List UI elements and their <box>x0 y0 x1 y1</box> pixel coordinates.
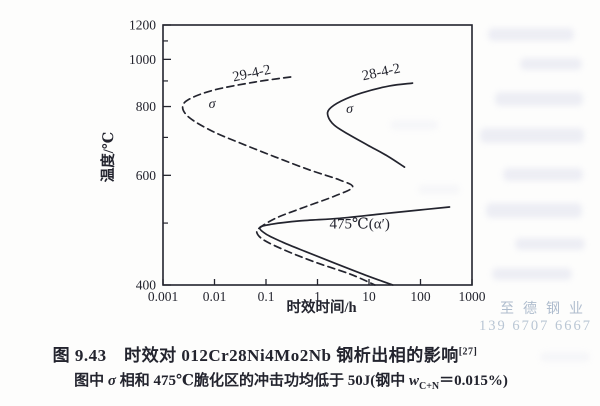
bleed-blob <box>520 58 582 70</box>
figure-caption: 图 9.43 时效对 012Cr28Ni4Mo2Nb 钢析出相的影响[27] <box>0 341 530 366</box>
bleed-blob <box>495 92 583 106</box>
bleed-blob <box>480 128 584 143</box>
bleed-blob <box>418 185 460 194</box>
figure-reference: [27] <box>458 346 478 358</box>
curve-29-4-2 <box>181 76 376 286</box>
watermark-phone: 139 6707 6667 <box>479 318 592 334</box>
y-axis-title: 温度/℃ <box>99 132 117 182</box>
bleed-blob <box>390 120 438 130</box>
ttt-chart: 0.001 0.01 0.1 1 10 100 1000 1200 1000 800 600 400 时… <box>99 18 486 317</box>
plot-border <box>162 24 473 286</box>
note-w-symbol: w <box>408 373 419 389</box>
figure-note: 图中 σ 相和 475℃脆化区的冲击功均低于 50J(钢中 wC+N＝0.015… <box>0 369 582 392</box>
x-tick-label: 0.1 <box>258 289 275 304</box>
bleed-blob <box>486 203 582 218</box>
annotation-sigma-dashed: σ <box>209 97 217 112</box>
bleed-blob <box>540 352 590 362</box>
x-tick-label: 0.01 <box>203 289 227 304</box>
x-tick-label: 1000 <box>459 289 486 304</box>
x-axis-title: 时效时间/h <box>286 298 356 316</box>
curve-475-alpha-prime <box>258 206 451 286</box>
annotation-label-29-4-2: 29-4-2 <box>231 62 272 86</box>
annotation-label-475: 475℃(α′) <box>329 217 389 233</box>
watermark: 至德钢业 139 6707 6667 <box>479 301 592 335</box>
y-tick-label: 600 <box>136 168 157 183</box>
note-post: ＝0.015%) <box>439 373 508 389</box>
note-subscript: C+N <box>418 381 440 392</box>
y-tick-label: 1000 <box>129 52 156 67</box>
figure-caption-text: 图 9.43 时效对 012Cr28Ni4Mo2Nb 钢析出相的影响 <box>52 346 459 365</box>
y-tick-label: 800 <box>136 99 157 114</box>
x-tick-label: 0.001 <box>148 289 178 304</box>
annotation-label-28-4-2: 28-4-2 <box>361 61 402 85</box>
x-tick-label: 100 <box>410 289 431 304</box>
note-mid: 相和 475℃脆化区的冲击功均低于 50J(钢中 <box>115 373 409 389</box>
y-tick-label: 1200 <box>129 18 156 33</box>
watermark-company: 至德钢业 <box>500 302 592 317</box>
bleed-blob <box>488 28 574 41</box>
y-tick-label: 400 <box>136 278 157 293</box>
note-pre: 图中 <box>74 373 108 389</box>
note-sigma: σ <box>107 373 116 389</box>
annotation-sigma-solid: σ <box>346 102 354 117</box>
bleed-blob <box>515 238 585 250</box>
x-tick-label: 1 <box>314 289 321 304</box>
bleed-blob <box>492 268 572 280</box>
bleed-blob <box>503 168 583 181</box>
curve-28-4-2 <box>326 82 414 168</box>
x-tick-label: 10 <box>362 289 376 304</box>
